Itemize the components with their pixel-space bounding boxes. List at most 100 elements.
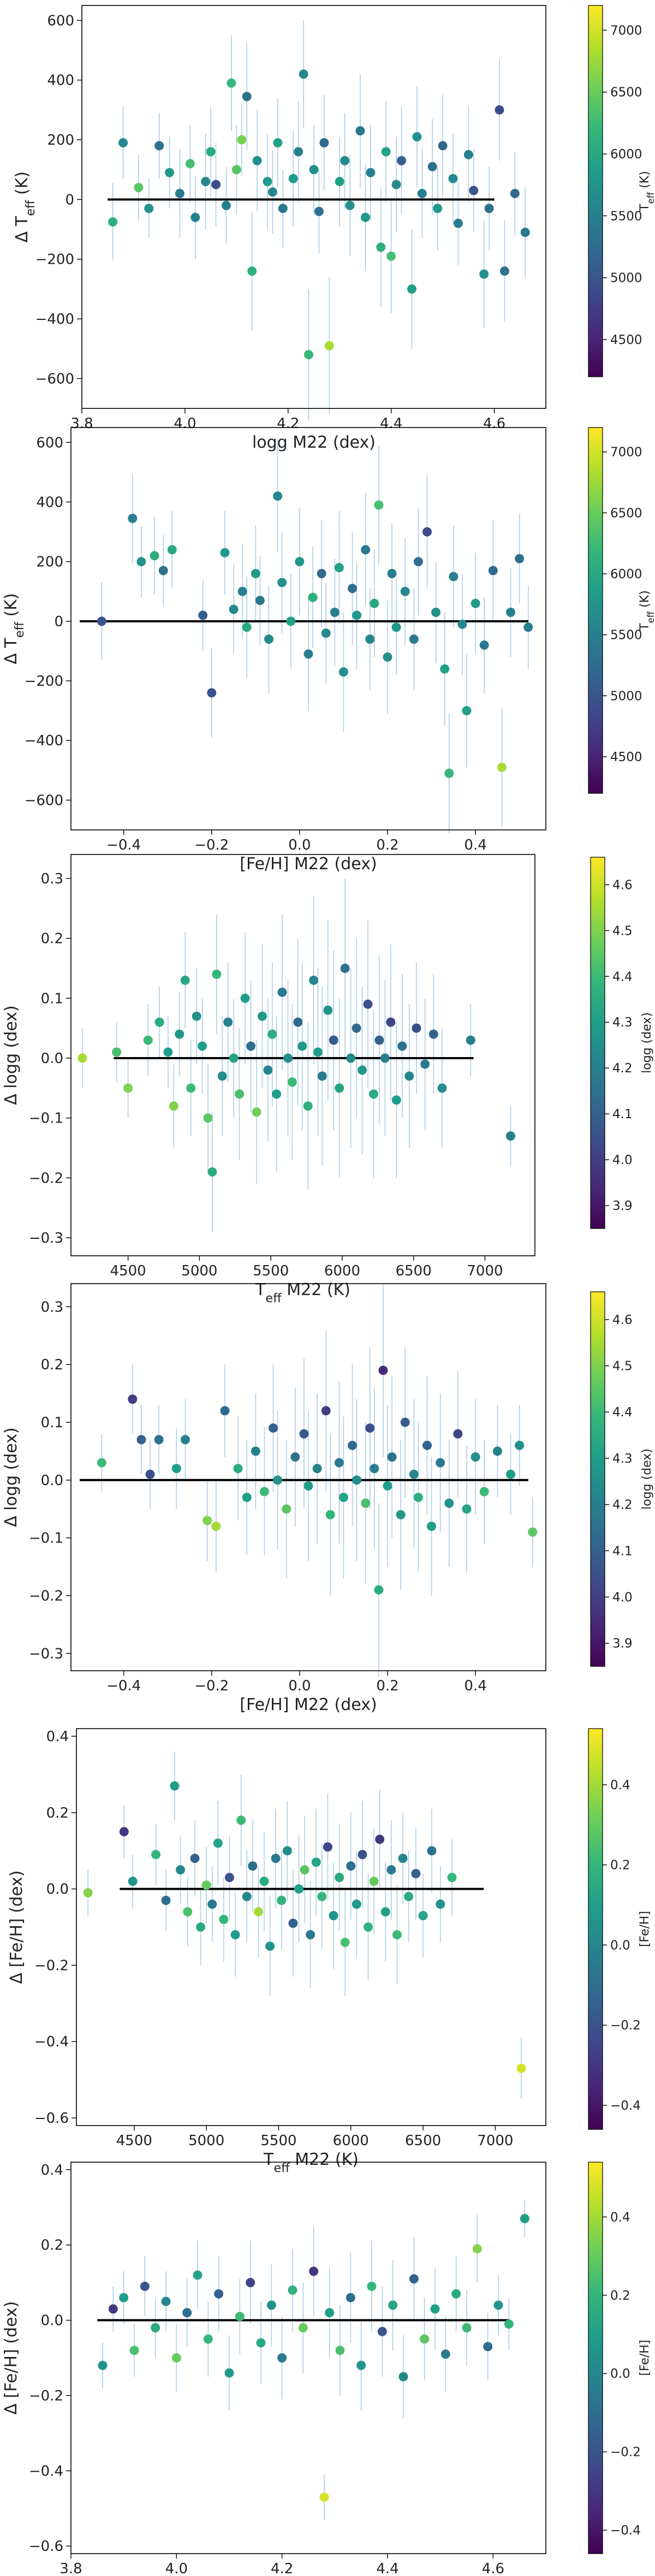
data-point: [201, 177, 211, 187]
x-tick-label: 0.4: [464, 1678, 486, 1694]
data-point: [169, 1101, 178, 1111]
colorbar-tick-label: 6500: [610, 506, 642, 520]
data-point: [391, 180, 401, 189]
y-axis-label: Δ Teff (K): [2, 593, 27, 664]
data-point: [158, 566, 168, 575]
data-point: [154, 141, 164, 151]
data-point: [437, 1083, 447, 1093]
data-point: [453, 1429, 463, 1439]
data-point: [246, 1041, 256, 1051]
y-tick-label: −0.2: [34, 1957, 69, 1974]
data-point: [306, 1930, 315, 1939]
data-point: [374, 1585, 384, 1595]
data-point: [118, 138, 128, 147]
data-point: [497, 762, 507, 772]
data-point: [186, 1083, 196, 1093]
data-point: [453, 218, 463, 228]
data-point: [420, 1059, 430, 1069]
data-point: [206, 147, 216, 157]
data-point: [154, 1435, 164, 1445]
data-point: [418, 1911, 428, 1921]
x-tick-label: 0.0: [288, 837, 311, 853]
data-point: [294, 1884, 304, 1894]
data-point: [180, 1435, 190, 1445]
data-point: [325, 1510, 335, 1520]
colorbar-tick-label: 0.4: [610, 2210, 630, 2224]
data-point: [140, 2282, 150, 2292]
data-point: [317, 1892, 327, 1902]
data-point: [277, 578, 287, 587]
data-point: [520, 227, 530, 237]
colorbar-tick-label: 4.3: [612, 1016, 633, 1030]
colorbar-gradient: [590, 1291, 605, 1667]
data-point: [520, 2213, 529, 2223]
data-point: [492, 1446, 502, 1456]
colorbar: 4500 5000 5500 6000 6500 7000 Teff (K): [588, 5, 655, 377]
y-tick-label: 0.0: [41, 2313, 63, 2329]
x-tick-label: 6500: [405, 2133, 441, 2149]
data-point: [469, 186, 479, 195]
data-point: [400, 1417, 410, 1427]
x-tick-label: −0.2: [194, 837, 229, 853]
data-point: [479, 1487, 489, 1497]
data-point: [417, 188, 427, 198]
data-point: [471, 598, 480, 608]
data-point: [303, 1481, 313, 1491]
colorbar: −0.4 −0.2 0.0 0.2 0.4 [Fe/H]: [588, 1728, 652, 2130]
x-tick-label: 0.4: [464, 837, 486, 853]
data-point: [365, 634, 375, 644]
x-tick-label: 5000: [181, 1263, 217, 1279]
colorbar-tick-label: 0.4: [610, 1778, 630, 1792]
x-tick-label: 4.2: [277, 416, 299, 432]
data-point: [404, 1071, 414, 1081]
data-point: [246, 2278, 255, 2288]
data-point: [136, 557, 146, 567]
data-point: [407, 284, 416, 294]
data-point: [369, 1877, 379, 1886]
data-point: [203, 1113, 213, 1123]
data-point: [283, 1053, 293, 1063]
colorbar-tick-label: 4500: [610, 333, 642, 347]
colorbar: 4500 5000 5500 6000 6500 7000 Teff (K): [588, 427, 655, 794]
data-point: [253, 1907, 263, 1917]
y-tick-label: −400: [35, 311, 74, 328]
data-point: [370, 1464, 379, 1474]
data-point: [237, 586, 247, 596]
data-point: [264, 634, 273, 644]
data-point: [161, 1896, 171, 1906]
data-point: [479, 640, 489, 650]
data-point: [252, 1107, 261, 1117]
data-point: [151, 2323, 160, 2332]
y-tick-label: −0.2: [29, 2388, 63, 2404]
colorbar-tick-label: 4.6: [612, 1313, 633, 1327]
data-point: [282, 1846, 292, 1856]
data-point: [277, 2353, 287, 2363]
data-point: [143, 1035, 153, 1045]
data-point: [396, 1510, 406, 1520]
data-point: [263, 1065, 273, 1075]
y-tick-label: 0.0: [41, 1050, 63, 1067]
colorbar-tick-label: 5500: [610, 209, 642, 223]
colorbar-label: [Fe/H]: [638, 1911, 652, 1947]
data-point: [431, 607, 441, 617]
data-point: [217, 1071, 227, 1081]
data-point: [319, 2492, 329, 2502]
colorbar-gradient: [588, 427, 603, 794]
data-point: [303, 649, 313, 659]
data-point: [375, 1835, 385, 1844]
x-tick-label: 5000: [188, 2133, 224, 2149]
data-point: [167, 545, 177, 555]
data-point: [321, 628, 331, 638]
data-point: [510, 188, 520, 198]
data-point: [348, 1440, 358, 1450]
data-point: [193, 2270, 203, 2280]
data-point: [483, 2342, 493, 2352]
data-point: [388, 2300, 398, 2310]
panel-logg-vs-teff: 4500 5000 5500 6000 6500 7000 −0.3 −0.2 −0.1 0.0 0…: [2, 854, 654, 1305]
y-tick-label: −600: [25, 792, 63, 809]
y-tick-label: 0.1: [41, 990, 63, 1007]
data-point: [387, 1452, 397, 1462]
panel-teff-vs-feh: −0.4 −0.2 0.0 0.2 0.4 −600 −400 −200 0 200 400 600 […: [2, 427, 655, 874]
data-point: [523, 622, 533, 632]
